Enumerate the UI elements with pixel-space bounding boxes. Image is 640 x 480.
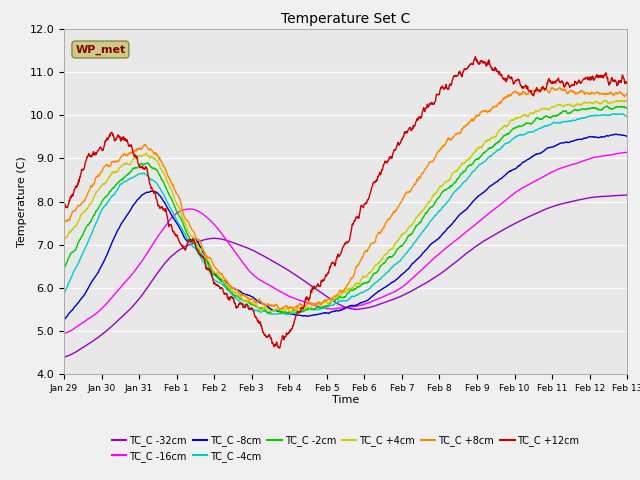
TC_C -4cm — [623, 114, 631, 120]
Line: TC_C +12cm: TC_C +12cm — [64, 57, 627, 348]
TC_C +4cm — [289, 310, 296, 315]
TC_C -8cm — [127, 207, 134, 213]
TC_C -32cm — [381, 300, 388, 305]
TC_C -16cm — [311, 302, 319, 308]
TC_C -4cm — [300, 308, 307, 313]
TC_C -2cm — [381, 260, 388, 265]
TC_C -8cm — [311, 312, 319, 318]
TC_C +12cm — [381, 158, 388, 164]
TC_C -32cm — [299, 277, 307, 283]
TC_C -8cm — [321, 310, 328, 316]
TC_C -2cm — [127, 169, 134, 175]
TC_C -8cm — [623, 133, 631, 139]
TC_C +12cm — [275, 345, 283, 351]
Y-axis label: Temperature (C): Temperature (C) — [17, 156, 27, 247]
TC_C -2cm — [623, 105, 631, 110]
Line: TC_C -8cm: TC_C -8cm — [64, 134, 627, 320]
TC_C -8cm — [104, 251, 111, 256]
TC_C +12cm — [104, 137, 111, 143]
TC_C +4cm — [127, 161, 134, 167]
TC_C +12cm — [472, 54, 479, 60]
TC_C -2cm — [321, 303, 329, 309]
TC_C +8cm — [300, 304, 307, 310]
TC_C -2cm — [60, 265, 68, 271]
TC_C -32cm — [623, 192, 631, 198]
Line: TC_C +4cm: TC_C +4cm — [64, 100, 627, 312]
TC_C +8cm — [321, 298, 329, 303]
TC_C +4cm — [104, 178, 111, 183]
Title: Temperature Set C: Temperature Set C — [281, 12, 410, 26]
TC_C +8cm — [127, 150, 134, 156]
TC_C +8cm — [311, 301, 319, 307]
TC_C -16cm — [321, 305, 328, 311]
TC_C +4cm — [311, 302, 319, 308]
TC_C +12cm — [300, 306, 307, 312]
TC_C -8cm — [60, 317, 68, 323]
TC_C +12cm — [321, 274, 329, 280]
TC_C -32cm — [104, 327, 111, 333]
TC_C -2cm — [311, 306, 319, 312]
TC_C +4cm — [623, 97, 631, 103]
TC_C -4cm — [104, 200, 111, 205]
TC_C -32cm — [60, 354, 68, 360]
TC_C +8cm — [549, 84, 557, 90]
TC_C +4cm — [381, 252, 388, 258]
TC_C -4cm — [321, 305, 329, 311]
TC_C -32cm — [311, 285, 319, 291]
TC_C -16cm — [381, 293, 388, 299]
TC_C -32cm — [127, 306, 134, 312]
TC_C +4cm — [300, 307, 307, 312]
TC_C -4cm — [284, 312, 291, 317]
TC_C +8cm — [623, 91, 631, 96]
TC_C -4cm — [609, 111, 617, 117]
TC_C -16cm — [623, 149, 631, 155]
TC_C +8cm — [289, 307, 297, 312]
TC_C +12cm — [311, 285, 319, 291]
TC_C -2cm — [264, 310, 272, 316]
TC_C -8cm — [299, 313, 307, 319]
TC_C +12cm — [60, 200, 68, 206]
TC_C -2cm — [104, 192, 111, 198]
Line: TC_C +8cm: TC_C +8cm — [64, 87, 627, 310]
Line: TC_C -16cm: TC_C -16cm — [64, 152, 627, 334]
TC_C -4cm — [127, 176, 134, 181]
Line: TC_C -2cm: TC_C -2cm — [64, 106, 627, 313]
Line: TC_C -4cm: TC_C -4cm — [64, 114, 627, 314]
TC_C -16cm — [60, 331, 68, 336]
TC_C -4cm — [60, 290, 68, 296]
TC_C -8cm — [381, 285, 388, 290]
TC_C -16cm — [127, 273, 134, 279]
TC_C +4cm — [60, 234, 68, 240]
TC_C -16cm — [623, 149, 630, 155]
TC_C -2cm — [300, 308, 307, 314]
TC_C -16cm — [104, 300, 111, 305]
TC_C -16cm — [299, 299, 307, 304]
TC_C +4cm — [321, 300, 329, 305]
TC_C -8cm — [612, 131, 620, 137]
TC_C +12cm — [127, 143, 134, 148]
TC_C -4cm — [381, 272, 388, 278]
TC_C -2cm — [603, 103, 611, 109]
TC_C +12cm — [623, 80, 631, 86]
TC_C +8cm — [104, 163, 111, 168]
Line: TC_C -32cm: TC_C -32cm — [64, 195, 627, 357]
TC_C -32cm — [321, 292, 328, 298]
Legend: TC_C -32cm, TC_C -16cm, TC_C -8cm, TC_C -4cm, TC_C -2cm, TC_C +4cm, TC_C +8cm, T: TC_C -32cm, TC_C -16cm, TC_C -8cm, TC_C … — [108, 431, 584, 466]
Text: WP_met: WP_met — [76, 44, 125, 55]
TC_C +8cm — [381, 223, 388, 228]
TC_C +8cm — [60, 218, 68, 224]
X-axis label: Time: Time — [332, 395, 359, 405]
TC_C -4cm — [311, 306, 319, 312]
